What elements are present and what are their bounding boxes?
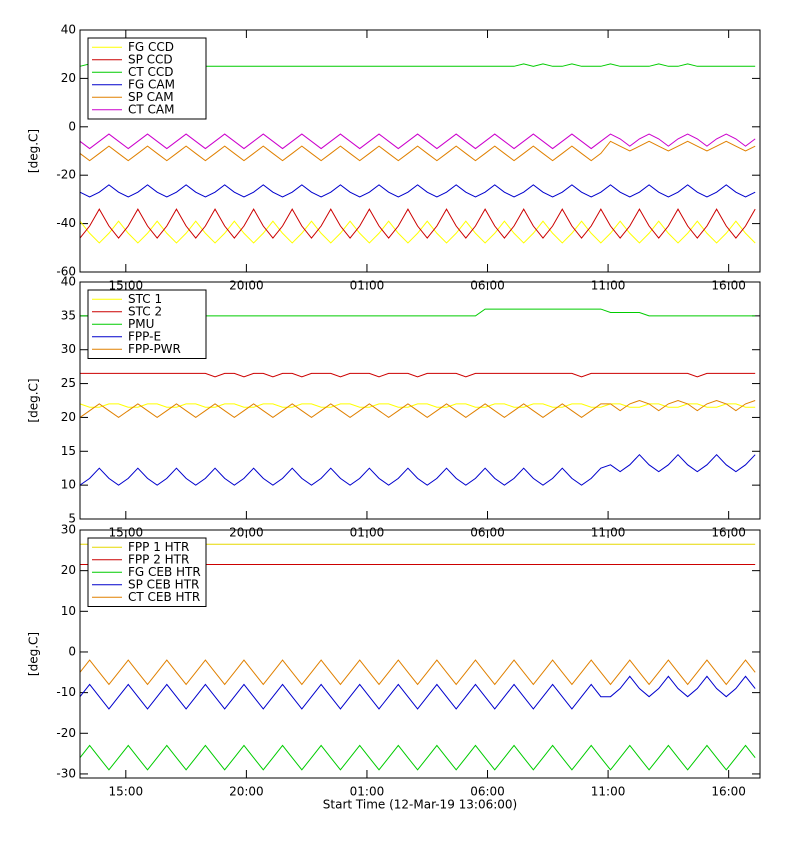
series-line	[80, 372, 756, 378]
legend-label: STC 2	[128, 304, 162, 318]
legend-label: SP CAM	[128, 90, 174, 104]
y-tick-label: 20	[61, 71, 76, 85]
y-tick-label: 10	[61, 478, 76, 492]
y-tick-label: 35	[61, 308, 76, 322]
y-tick-label: -20	[56, 168, 76, 182]
series-line	[79, 744, 756, 771]
plot-frame	[79, 529, 761, 779]
series-line	[79, 220, 756, 244]
y-tick-label: 0	[68, 119, 76, 133]
y-tick-label: 0	[68, 644, 76, 658]
legend-label: FPP 2 HTR	[128, 552, 189, 566]
series-line	[79, 208, 756, 239]
legend-box	[87, 37, 207, 120]
y-tick-label: 20	[61, 410, 76, 424]
y-tick-label: -30	[56, 766, 76, 780]
legend-label: FPP-E	[128, 329, 161, 343]
x-axis-label: Start Time (12-Mar-19 13:06:00)	[323, 798, 517, 812]
plot-frame	[79, 281, 761, 520]
legend-label: CT CEB HTR	[128, 590, 200, 604]
series-line	[79, 675, 756, 710]
series-line	[79, 403, 756, 408]
series-line	[79, 399, 756, 419]
y-tick-label: 10	[61, 604, 76, 618]
y-tick-label: -10	[56, 685, 76, 699]
y-tick-label: 25	[61, 376, 76, 390]
x-tick-label: 16:00	[711, 785, 746, 799]
series-line	[79, 659, 756, 686]
y-axis-label: [deg.C]	[27, 632, 41, 676]
y-axis-label: [deg.C]	[27, 129, 41, 173]
legend-label: FPP-PWR	[128, 342, 181, 356]
series-line	[79, 140, 756, 162]
legend-label: SP CCD	[128, 52, 173, 66]
y-tick-label: 40	[61, 275, 76, 289]
y-tick-label: 30	[61, 523, 76, 537]
legend-label: FG CEB HTR	[128, 565, 201, 579]
x-tick-label: 06:00	[470, 785, 505, 799]
y-tick-label: -20	[56, 726, 76, 740]
legend-box	[87, 289, 207, 359]
plot-frame	[79, 29, 761, 273]
y-tick-label: 15	[61, 444, 76, 458]
series-line	[79, 184, 756, 198]
legend-label: FG CCD	[128, 40, 174, 54]
legend-label: SP CEB HTR	[128, 577, 199, 591]
y-tick-label: 40	[61, 23, 76, 37]
legend-label: FG CAM	[128, 77, 175, 91]
y-tick-label: 30	[61, 342, 76, 356]
y-axis-label: [deg.C]	[27, 378, 41, 422]
x-tick-label: 01:00	[350, 785, 385, 799]
y-tick-label: -40	[56, 216, 76, 230]
x-tick-label: 11:00	[591, 785, 626, 799]
x-tick-label: 15:00	[109, 785, 144, 799]
panel: -30 -20 -10 0 10 20 30 15:00 20:00 01:00 06:00 11:0…	[27, 523, 761, 812]
y-tick-label: -60	[56, 265, 76, 279]
x-tick-label: 20:00	[229, 785, 264, 799]
legend-label: PMU	[128, 317, 154, 331]
legend-label: STC 1	[128, 292, 162, 306]
y-tick-label: 20	[61, 563, 76, 577]
legend-label: CT CAM	[128, 102, 174, 116]
y-tick-label: 5	[68, 512, 76, 526]
legend-label: CT CCD	[128, 65, 174, 79]
legend-label: FPP 1 HTR	[128, 540, 189, 554]
series-line	[79, 133, 756, 150]
series-line	[79, 453, 756, 486]
